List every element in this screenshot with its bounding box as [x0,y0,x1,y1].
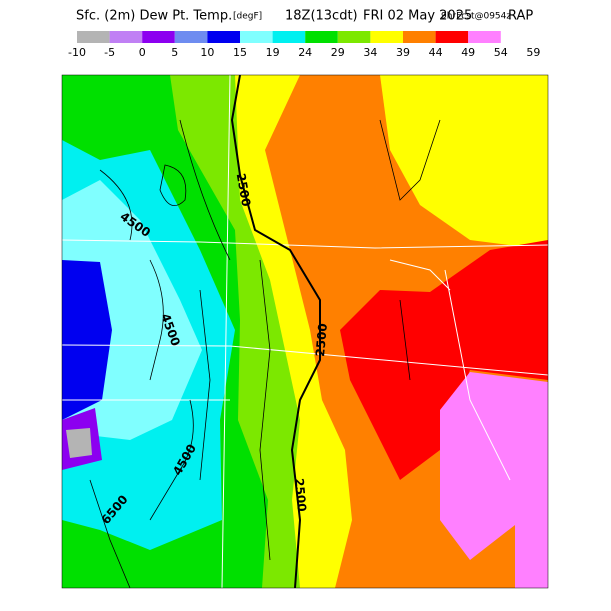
colorbar-label: 54 [494,46,508,59]
colorbar-swatch [109,31,143,43]
title-forecast: 9hrFcst@0954z [441,12,511,22]
colorbar-label: 39 [396,46,410,59]
colorbar-swatch [305,31,338,43]
region-gray [66,428,92,458]
colorbar-label: 19 [266,46,280,59]
colorbar-label: 44 [429,46,443,59]
colorbar-label: 34 [363,46,377,59]
title-name: Sfc. (2m) Dew Pt. Temp. [76,9,232,24]
region-pink [440,372,548,588]
colorbar-swatch [435,31,469,43]
contour-label: 2500 [292,478,309,512]
colorbar-label: 15 [233,46,247,59]
contour-label: 2500 [234,172,254,207]
colorbar-swatch [403,31,436,43]
map-frame [61,74,549,589]
region-red [340,240,548,480]
colorbar-label: -10 [68,46,86,59]
colorbar-swatch [142,31,175,43]
colorbar-swatch [370,31,403,43]
title-model: RAP [508,9,533,24]
colorbar-swatch [272,31,306,43]
colorbar-label: 24 [298,46,312,59]
contour-2500 [230,75,321,588]
region-blue [62,260,112,420]
title: Sfc. (2m) Dew Pt. Temp. [degF] 18Z(13cdt… [76,9,533,24]
title-unit: [degF] [233,12,262,22]
colorbar: -10 -5 0 5 10 15 19 24 29 34 39 44 49 54 59 [68,31,540,59]
contour-label: 2500 [313,323,330,357]
title-date: FRI 02 May 2025 [363,9,472,24]
colorbar-swatch [337,31,371,43]
region-yellow [380,75,548,250]
colorbar-label: -5 [104,46,115,59]
colorbar-label: 59 [526,46,540,59]
state-borders [62,75,548,588]
colorbar-label: 0 [139,46,146,59]
colorbar-swatch [77,31,110,43]
colorbar-label: 29 [331,46,345,59]
colorbar-swatch [207,31,240,43]
colorbar-swatch [240,31,273,43]
colorbar-label: 49 [461,46,475,59]
colorbar-label: 5 [171,46,178,59]
contour-lines [89,119,441,588]
colorbar-swatch [468,31,501,43]
colorbar-label: 10 [200,46,214,59]
colorbar-swatch [174,31,208,43]
title-time: 18Z(13cdt) [285,9,358,24]
